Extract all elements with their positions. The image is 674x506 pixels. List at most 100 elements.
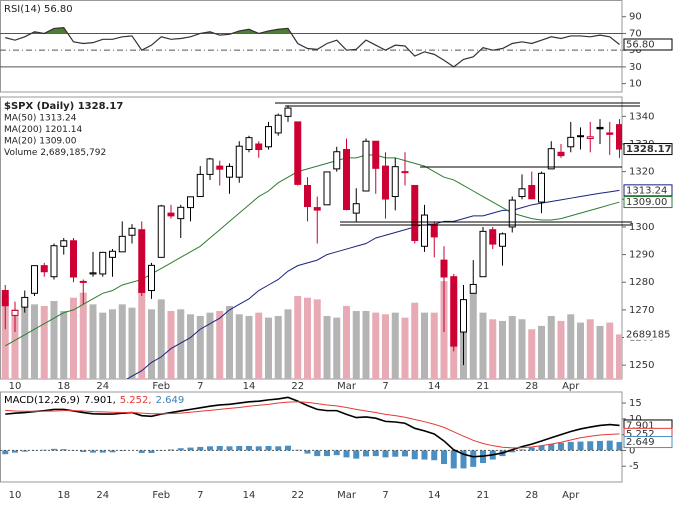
volume-bar (343, 306, 350, 379)
volume-bar (206, 312, 214, 379)
volume-bar (255, 312, 263, 379)
histogram-bar (470, 450, 477, 467)
candle-body (382, 165, 389, 200)
candle-body (304, 184, 311, 207)
volume-bar (479, 312, 487, 379)
x-tick-label: 24 (96, 490, 109, 501)
volume-bar (538, 325, 545, 379)
volume-bar (226, 306, 233, 379)
candle-body (167, 212, 175, 217)
volume-bar (616, 334, 622, 379)
y-tick-label: 1320 (629, 167, 654, 178)
histogram-bar (577, 441, 584, 451)
candle-body (31, 265, 38, 294)
rsi-legend: RSI(14) 56.80 (4, 4, 73, 15)
x-tick-label: 7 (197, 381, 203, 392)
volume-bar (411, 302, 419, 379)
histogram-bar (558, 442, 564, 451)
histogram-bar (177, 448, 184, 451)
volume-bar (323, 315, 331, 379)
histogram-bar (363, 450, 369, 457)
candle-body (528, 184, 536, 200)
candle-body (450, 276, 458, 347)
x-tick-label: 28 (525, 490, 538, 501)
volume-bar (235, 314, 243, 379)
histogram-bar (304, 450, 311, 454)
histogram-bar (265, 446, 272, 451)
histogram-bar (343, 450, 350, 458)
x-tick-label: 22 (291, 381, 304, 392)
histogram-bar (207, 446, 213, 451)
moving-average (126, 189, 620, 379)
volume-bar (99, 312, 107, 379)
histogram-bar (402, 450, 408, 457)
y-tick-label: 1300 (629, 222, 654, 233)
candle-body (118, 235, 126, 253)
candle-body (245, 137, 253, 151)
candle-body (616, 124, 622, 150)
candle-body (21, 296, 29, 308)
candle-body (547, 148, 555, 170)
candle-body (586, 136, 594, 139)
histogram-bar (372, 450, 379, 457)
x-tick-label: Mar (337, 490, 357, 501)
volume-bar (70, 297, 77, 379)
volume-bar (274, 315, 282, 379)
x-tick-label: 7 (382, 381, 388, 392)
x-tick-label: 24 (96, 381, 109, 392)
candle-body (216, 165, 224, 170)
candle-body (577, 135, 584, 138)
y-tick-label: 1270 (629, 305, 654, 316)
histogram-bar (392, 450, 399, 457)
histogram-bar (441, 450, 447, 464)
histogram-bar (168, 449, 174, 451)
histogram-bar (246, 446, 252, 451)
candle-body (323, 171, 331, 206)
volume-bar (391, 312, 399, 379)
macd-panel (0, 391, 623, 483)
candle-body (1, 290, 9, 307)
y-tick-label: 1290 (629, 250, 654, 261)
volume-bar (187, 314, 194, 379)
volume-bar (177, 309, 185, 379)
value-label: 2689185 (626, 329, 671, 340)
x-tick-label: Apr (562, 490, 580, 501)
candle-body (391, 166, 399, 198)
histogram-bar (21, 450, 28, 452)
histogram-bar (187, 447, 194, 451)
volume-bar (157, 299, 165, 379)
volume-bar (401, 317, 409, 379)
candle-body (109, 250, 116, 258)
candle-body (50, 245, 58, 278)
y-tick-label: 50 (629, 45, 642, 56)
volume-bar (528, 329, 536, 379)
volume-bar (421, 312, 428, 379)
histogram-bar (2, 450, 9, 455)
histogram-bar (80, 450, 87, 452)
histogram-bar (226, 446, 233, 451)
candle-body (401, 171, 409, 174)
x-tick-label: Mar (337, 381, 357, 392)
candle-body (362, 140, 370, 192)
y-tick-label: 30 (629, 62, 642, 73)
price-plot (1, 105, 622, 379)
rsi-plot (0, 26, 622, 68)
volume-bar (11, 309, 19, 379)
histogram-bar (567, 441, 574, 451)
histogram-bar (109, 450, 116, 453)
moving-average (5, 154, 620, 347)
candle-body (596, 126, 604, 130)
y-tick-label: 1280 (629, 277, 654, 288)
x-tick-label: Feb (152, 490, 170, 501)
histogram-bar (450, 450, 457, 469)
candle-body (79, 280, 87, 283)
volume-bar (21, 307, 29, 379)
candle-body (372, 140, 380, 169)
histogram-bar (353, 450, 360, 459)
x-tick-label: 14 (428, 490, 441, 501)
candle-body (567, 136, 575, 148)
x-tick-label: Apr (562, 381, 580, 392)
candle-body (138, 229, 146, 293)
